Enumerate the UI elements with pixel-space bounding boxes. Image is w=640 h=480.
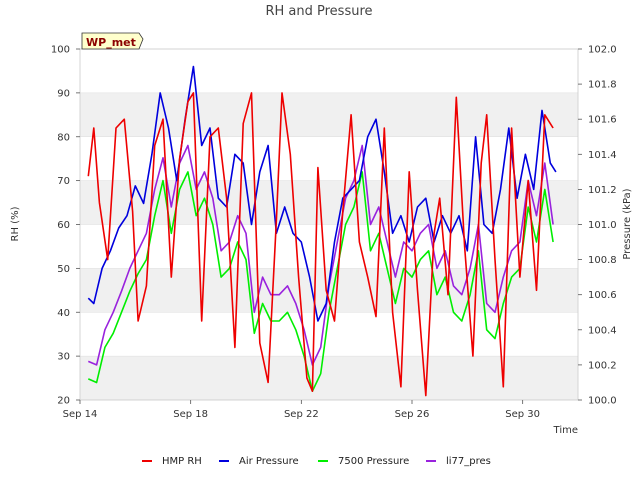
y2-tick-label: 101.0	[588, 220, 617, 231]
y-axis-title: RH (%)	[10, 206, 21, 241]
y2-axis-title: Pressure (kPa)	[622, 188, 633, 259]
legend-label: 7500 Pressure	[338, 456, 409, 467]
y-tick-label: 80	[57, 132, 70, 143]
y-tick-label: 30	[57, 352, 70, 363]
y2-tick-label: 100.8	[588, 255, 617, 266]
legend: HMP RH Air Pressure 7500 Pressure li77_pres	[142, 456, 491, 467]
y-tick-label: 90	[57, 88, 70, 99]
x-tick-label: Sep 30	[505, 409, 540, 420]
y-tick-label: 20	[57, 396, 70, 407]
right-y-axis: 100.0 100.2 100.4 100.6 100.8 101.0 101.2 101.4…	[578, 45, 617, 407]
x-axis: Sep 14 Sep 18 Sep 22 Sep 26 Sep 30	[63, 400, 540, 420]
x-tick-label: Sep 26	[395, 409, 430, 420]
x-tick-label: Sep 18	[173, 409, 208, 420]
site-badge: WP_met	[81, 32, 144, 50]
y2-tick-label: 101.4	[588, 150, 617, 161]
y-tick-label: 60	[57, 220, 70, 231]
legend-label: HMP RH	[162, 456, 202, 467]
legend-label: li77_pres	[446, 456, 491, 467]
chart-title: RH and Pressure	[265, 4, 372, 19]
y2-tick-label: 100.6	[588, 290, 617, 301]
plot-background-bands	[80, 48, 578, 401]
site-badge-label: WP_met	[86, 36, 136, 49]
series-line-7500-pressure	[87, 171, 554, 393]
left-y-axis: 20 30 40 50 60 70 80 90 100	[51, 45, 80, 407]
series-layer	[87, 65, 557, 397]
y-tick-label: 40	[57, 308, 70, 319]
y2-tick-label: 100.0	[588, 396, 617, 407]
y2-tick-label: 100.2	[588, 360, 617, 371]
y2-tick-label: 102.0	[588, 45, 617, 56]
x-tick-label: Sep 22	[284, 409, 319, 420]
legend-label: Air Pressure	[239, 456, 299, 467]
y-tick-label: 50	[57, 264, 70, 275]
y-tick-label: 100	[51, 45, 70, 56]
x-tick-label: Sep 14	[63, 409, 98, 420]
x-axis-title: Time	[553, 425, 578, 436]
y-tick-label: 70	[57, 176, 70, 187]
y2-tick-label: 101.2	[588, 185, 617, 196]
series-line-hmp-rh	[87, 92, 554, 397]
y2-tick-label: 101.6	[588, 115, 617, 126]
grid-band	[80, 356, 578, 400]
y2-tick-label: 101.8	[588, 80, 617, 91]
y2-tick-label: 100.4	[588, 325, 617, 336]
